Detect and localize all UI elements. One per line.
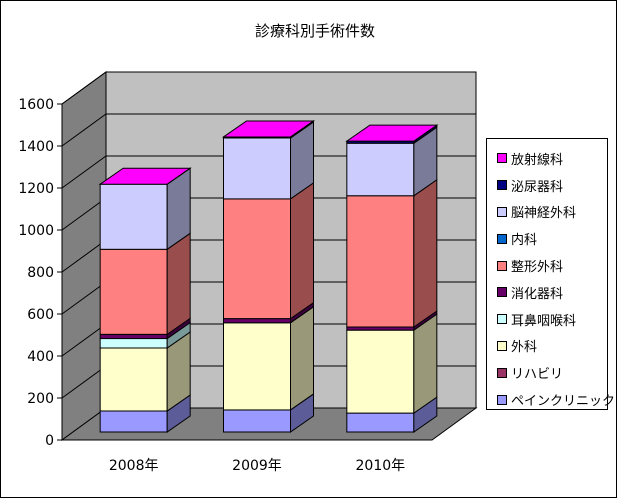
bar-front — [99, 183, 168, 250]
legend-label: 消化器科 — [511, 286, 564, 302]
bar-front — [223, 198, 291, 320]
y-tick-label: 800 — [27, 265, 54, 281]
bar-front — [346, 195, 415, 328]
legend-swatch — [497, 314, 507, 325]
gridline — [61, 71, 476, 105]
legend-label: 放射線科 — [511, 152, 564, 168]
bar-side — [413, 313, 438, 415]
x-tick-label: 2010年 — [356, 458, 406, 474]
y-tick-label: 1600 — [18, 97, 54, 113]
bar-front — [223, 137, 291, 200]
legend-label: 外科 — [511, 340, 538, 356]
legend-swatch — [497, 367, 507, 378]
bar-side — [290, 181, 314, 320]
legend-entry: 外科 — [487, 333, 607, 360]
bar-front — [223, 409, 291, 433]
bar-top — [98, 167, 192, 185]
legend-swatch — [497, 180, 507, 191]
bar-side — [290, 305, 314, 411]
y-tick-label: 600 — [27, 307, 54, 323]
y-tick-label: 1000 — [18, 223, 54, 239]
legend-label: ペインクリニック — [511, 394, 616, 410]
y-tick-label: 0 — [45, 433, 54, 449]
legend-entry: 整形外科 — [487, 252, 607, 279]
legend-label: 内科 — [511, 233, 538, 249]
bar-front — [223, 322, 291, 411]
legend-label: 耳鼻咽喉科 — [511, 313, 577, 329]
legend-entry: リハビリ — [487, 359, 607, 386]
bar-segment — [98, 167, 192, 251]
bar-segment — [99, 394, 191, 433]
legend-swatch — [497, 340, 507, 351]
bar-front — [99, 410, 168, 433]
y-tick-label: 1400 — [18, 139, 54, 155]
legend-label: 脳神経外科 — [511, 206, 577, 222]
legend-label: 整形外科 — [511, 260, 564, 276]
y-tick-label: 400 — [27, 349, 54, 365]
bar-segment — [223, 181, 314, 320]
bar-front — [223, 318, 291, 324]
legend-swatch — [497, 153, 507, 164]
legend-swatch — [497, 260, 507, 271]
bar-segment — [223, 121, 314, 200]
bar-segment — [346, 313, 438, 415]
bar-segment — [345, 124, 439, 145]
bar-front — [346, 142, 415, 197]
legend-entry: 泌尿器科 — [487, 172, 607, 199]
bar-segment — [221, 119, 316, 139]
legend-entry: 耳鼻咽喉科 — [487, 306, 607, 333]
bar-front — [346, 412, 415, 433]
chart-title: 診療科別手術件数 — [255, 22, 375, 40]
bar-side — [166, 232, 191, 336]
bar-top — [345, 124, 439, 142]
x-tick-label: 2009年 — [232, 458, 282, 474]
legend-swatch — [497, 206, 507, 217]
gridline — [61, 113, 476, 147]
bar-front — [99, 333, 168, 340]
legend-entry: 内科 — [487, 225, 607, 252]
bar-segment — [99, 331, 191, 412]
bar-front — [99, 248, 168, 335]
bar-segment — [223, 305, 314, 411]
legend-swatch — [497, 287, 507, 298]
legend-swatch — [497, 233, 507, 244]
x-tick-label: 2008年 — [109, 458, 159, 474]
legend-entry: 放射線科 — [487, 145, 607, 172]
bar-side — [413, 178, 438, 328]
y-tick-label: 200 — [27, 391, 54, 407]
bar-front — [99, 338, 168, 349]
legend-label: 泌尿器科 — [511, 179, 564, 195]
legend-entry: 消化器科 — [487, 279, 607, 306]
y-tick-label: 1200 — [18, 181, 54, 197]
bar-top — [221, 120, 316, 138]
bar-segment — [346, 178, 438, 328]
bar-segment — [346, 126, 438, 197]
bar-front — [99, 347, 168, 412]
bar-segment — [99, 232, 191, 336]
legend-label: リハビリ — [511, 367, 564, 383]
legend-entry: 脳神経外科 — [487, 199, 607, 226]
chart-legend: 放射線科泌尿器科脳神経外科内科整形外科消化器科耳鼻咽喉科外科リハビリペインクリニ… — [486, 138, 615, 413]
legend-swatch — [497, 394, 507, 405]
bar-front — [346, 329, 415, 414]
legend-entry: ペインクリニック — [487, 386, 615, 413]
